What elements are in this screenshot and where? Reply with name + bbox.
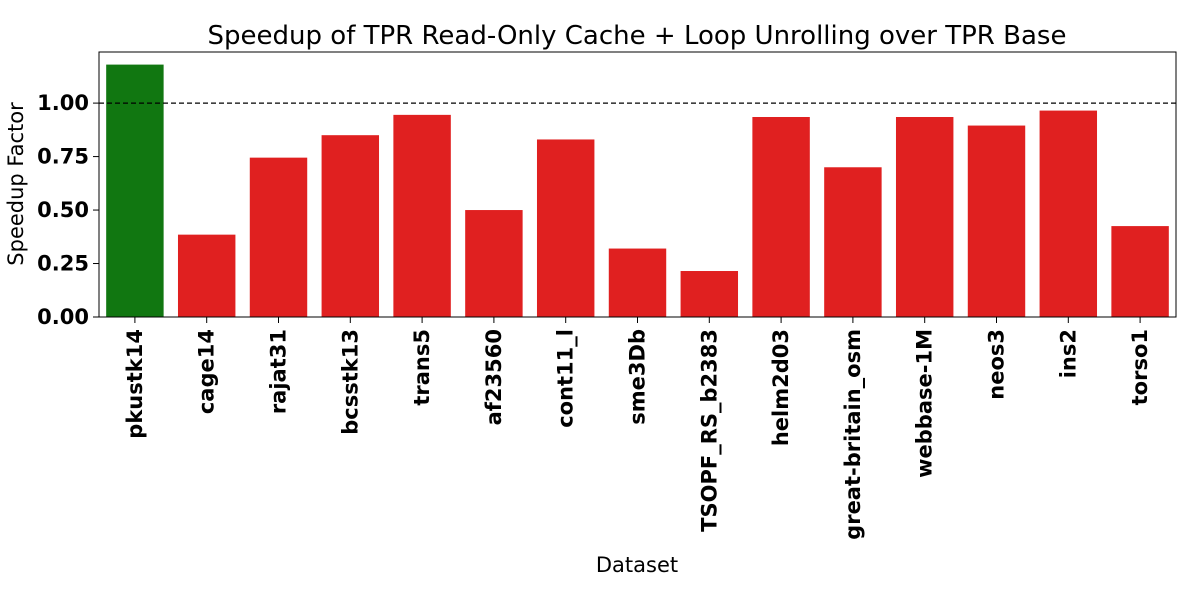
y-tick-label: 1.00 [37,91,89,115]
y-tick-label: 0.25 [37,252,89,276]
x-tick-label: rajat31 [267,329,291,414]
bar-trans5 [393,114,451,317]
bar-neos3 [967,125,1026,317]
x-tick-label: TSOPF_RS_b2383 [697,329,721,532]
x-axis-label: Dataset [596,553,678,577]
x-tick-label: webbase-1M [913,329,937,478]
y-axis-ticks: 0.00 0.25 0.50 0.75 1.00 [37,91,99,329]
x-tick-label: sme3Db [626,329,650,425]
bar-sme3Db [608,248,667,317]
bar-webbase-1M [895,117,954,318]
bar-cage14 [177,234,236,317]
bar-cont11_l [536,139,595,317]
y-tick-label: 0.75 [37,145,89,169]
x-tick-label: neos3 [985,329,1009,400]
x-tick-label: great-britain_osm [841,329,865,540]
y-axis-label: Speedup Factor [4,102,28,266]
x-tick-label: af23560 [482,329,506,425]
bar-great-britain_osm [824,167,882,317]
x-tick-label: cage14 [195,329,219,414]
y-tick-label: 0.50 [37,198,89,222]
x-tick-label: cont11_l [554,329,578,428]
y-tick-label: 0.00 [37,305,89,329]
x-tick-label: trans5 [410,329,434,406]
bar-bcsstk13 [321,135,380,317]
bar-rajat31 [249,157,308,317]
bar-ins2 [1039,110,1098,317]
x-tick-label: ins2 [1056,329,1080,378]
bar-TSOPF_RS_b2383 [680,271,739,317]
bar-af23560 [465,210,523,317]
bar-pkustk14 [106,64,164,317]
chart-title: Speedup of TPR Read-Only Cache + Loop Un… [208,21,1067,51]
x-tick-label: bcsstk13 [338,329,362,435]
x-tick-label: torso1 [1128,329,1152,405]
x-axis-ticks: pkustk14 cage14 rajat31 bcsstk13 trans5 af235… [123,317,1152,540]
x-tick-label: helm2d03 [769,329,793,446]
bar-helm2d03 [752,117,810,318]
bar-torso1 [1111,226,1169,317]
x-tick-label: pkustk14 [123,329,147,439]
bars-group [106,64,1169,318]
